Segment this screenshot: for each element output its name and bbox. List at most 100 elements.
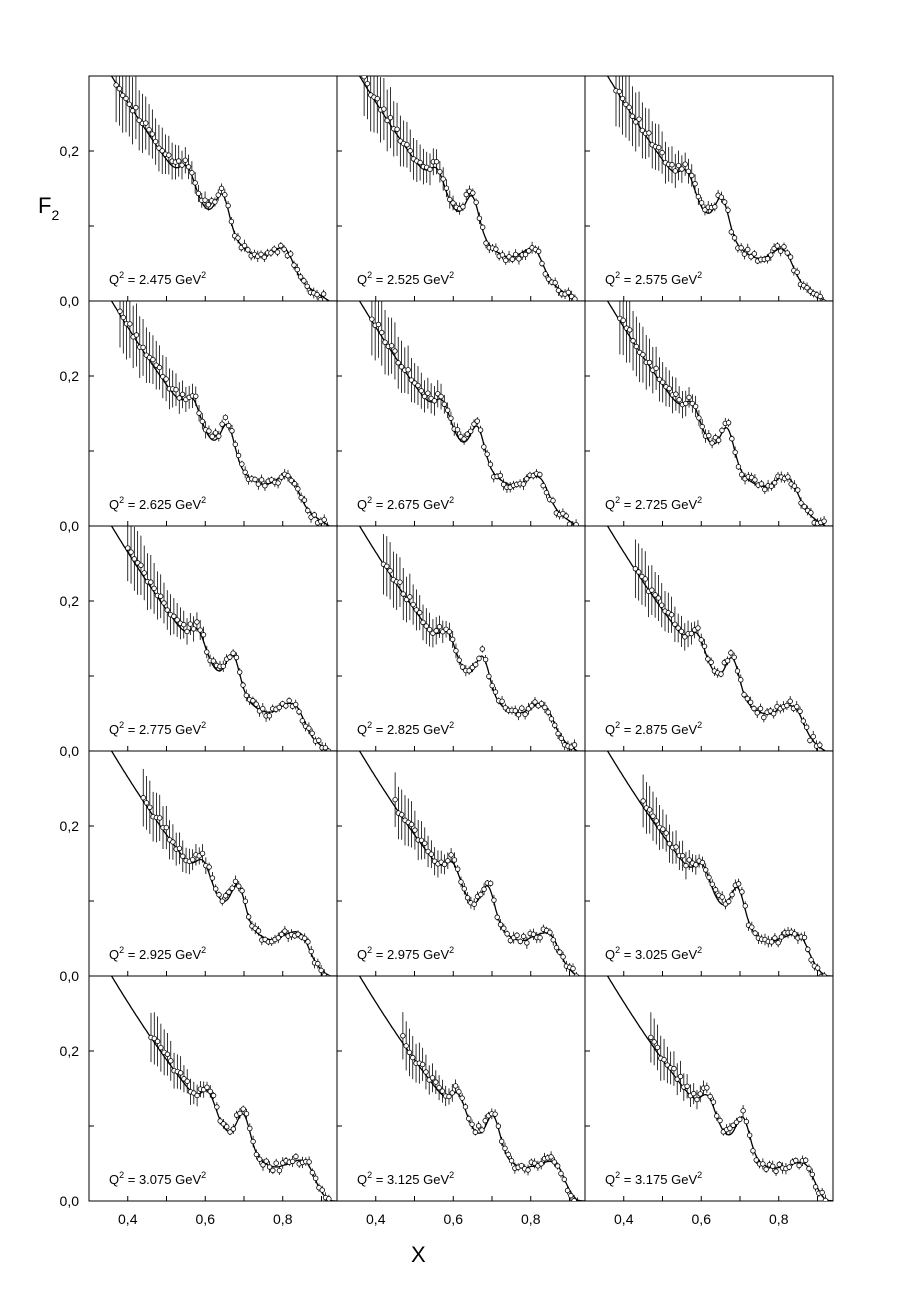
data-point — [740, 1104, 746, 1117]
data-point — [526, 247, 532, 255]
data-point — [420, 604, 426, 641]
data-point — [734, 666, 741, 676]
data-point — [417, 144, 423, 181]
panel-frame — [584, 525, 834, 752]
data-point — [739, 469, 745, 480]
data-point — [125, 526, 131, 582]
y-tick-label: 0,0 — [60, 518, 80, 534]
data-point — [179, 150, 185, 180]
data-point — [415, 366, 421, 405]
data-point — [803, 723, 810, 732]
data-point — [741, 248, 748, 260]
data-point — [256, 705, 263, 717]
data-point — [774, 242, 781, 250]
x-tick-labels: 0,4 0,6 0,8 0,4 0,6 0,8 0,4 0,6 0,8 — [118, 1211, 789, 1227]
data-point — [714, 1111, 720, 1121]
data-point — [493, 243, 499, 255]
data-point — [710, 1097, 717, 1107]
panel-frame — [584, 975, 834, 1202]
data-point — [298, 492, 304, 503]
data-point — [156, 124, 162, 172]
data-point — [459, 1093, 465, 1104]
panel-q2-label: Q2 = 2.875 GeV2 — [605, 720, 702, 737]
data-point — [573, 519, 579, 526]
data-point — [543, 486, 550, 499]
data-point — [164, 590, 170, 630]
data-point — [764, 254, 771, 264]
data-point — [419, 1047, 426, 1082]
data-point — [140, 768, 146, 827]
data-point — [388, 317, 395, 374]
data-point — [550, 496, 556, 505]
data-point — [735, 463, 742, 470]
panel-q2-2.675: Q2 = 2.675 GeV2 — [336, 300, 586, 527]
data-point — [384, 536, 390, 597]
data-point — [540, 481, 546, 490]
data-point — [568, 1190, 574, 1201]
data-point — [219, 896, 225, 906]
data-point — [421, 380, 428, 413]
data-point — [515, 709, 522, 721]
data-point — [646, 338, 653, 387]
data-point — [236, 880, 242, 892]
data-point — [642, 551, 648, 607]
data-point — [151, 1012, 157, 1065]
data-point — [325, 747, 332, 751]
data-point — [786, 1163, 792, 1171]
data-point — [668, 596, 675, 633]
data-point — [271, 245, 277, 253]
data-point — [519, 704, 525, 712]
data-point — [253, 699, 259, 709]
data-point — [481, 883, 487, 896]
data-point — [438, 850, 444, 874]
data-point — [679, 155, 685, 183]
data-point — [808, 507, 814, 518]
data-point — [712, 202, 718, 212]
data-point — [671, 1051, 677, 1086]
data-point — [706, 430, 712, 442]
data-point — [193, 386, 199, 407]
data-point — [737, 1116, 743, 1123]
data-point — [497, 470, 504, 481]
data-point — [446, 622, 453, 641]
model-curve — [606, 526, 833, 751]
y-tick-label: 0,2 — [60, 143, 80, 159]
data-point — [375, 301, 382, 358]
data-point — [384, 89, 390, 152]
data-point — [261, 252, 268, 263]
data-point — [726, 897, 732, 905]
data-point — [229, 424, 235, 437]
data-point — [732, 446, 738, 458]
data-point — [719, 426, 725, 434]
data-point — [179, 380, 186, 409]
data-point — [283, 702, 289, 710]
data-point — [745, 243, 751, 256]
data-point — [252, 476, 258, 483]
data-point — [649, 565, 655, 615]
data-point — [771, 708, 777, 719]
data-point — [817, 290, 823, 301]
data-point — [306, 722, 312, 735]
data-point — [415, 819, 421, 861]
data-point — [729, 889, 735, 900]
data-point — [316, 737, 322, 744]
panel-frame — [584, 300, 834, 527]
panel-q2-label: Q2 = 2.775 GeV2 — [109, 720, 206, 737]
data-point — [209, 432, 215, 441]
data-point — [758, 480, 765, 488]
data-point — [311, 511, 318, 519]
data-point — [475, 1121, 482, 1131]
data-point — [520, 932, 527, 941]
data-point — [210, 656, 217, 666]
data-point — [652, 571, 658, 618]
data-point — [775, 938, 781, 948]
data-point — [202, 191, 208, 209]
data-point — [405, 345, 411, 395]
x-tick-label: 0,4 — [366, 1211, 386, 1227]
data-point — [426, 612, 433, 647]
data-point — [275, 932, 281, 944]
data-point — [218, 183, 225, 194]
data-point — [523, 474, 530, 484]
panel-frame — [336, 975, 586, 1202]
data-point — [243, 1108, 250, 1119]
